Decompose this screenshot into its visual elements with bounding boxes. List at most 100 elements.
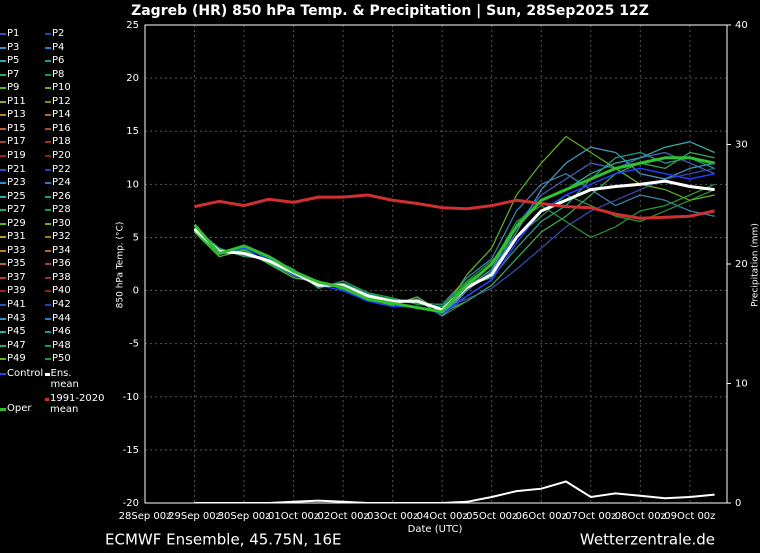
legend-item: P15 bbox=[0, 123, 45, 134]
legend-marker bbox=[45, 46, 51, 49]
legend-item: P24 bbox=[45, 177, 90, 188]
x-tick-label: 06Oct 00z bbox=[516, 511, 567, 522]
legend-item: P50 bbox=[45, 353, 90, 364]
series-line bbox=[194, 193, 715, 220]
legend-marker bbox=[0, 87, 6, 90]
legend-marker bbox=[45, 33, 51, 35]
footer-right: Wetterzentrale.de bbox=[580, 531, 715, 549]
legend-marker bbox=[45, 398, 49, 401]
footer-left: ECMWF Ensemble, 45.75N, 16E bbox=[105, 531, 341, 549]
legend-item: P37 bbox=[0, 272, 45, 283]
legend-item: P44 bbox=[45, 313, 90, 324]
legend-label: P29 bbox=[7, 217, 26, 229]
legend-label: P46 bbox=[52, 326, 71, 338]
legend-label: P4 bbox=[52, 41, 65, 53]
y2-axis-label: Precipitation (mm) bbox=[751, 223, 760, 307]
legend-label: P16 bbox=[52, 122, 71, 134]
legend-label: P20 bbox=[52, 149, 71, 161]
legend-item: P1 bbox=[0, 28, 45, 39]
legend-label: P13 bbox=[7, 109, 26, 121]
legend-label: P6 bbox=[52, 55, 65, 67]
legend-label: P14 bbox=[52, 109, 71, 121]
legend-item: P17 bbox=[0, 136, 45, 147]
legend-marker bbox=[45, 373, 50, 376]
legend-item: P34 bbox=[45, 245, 90, 256]
legend-label: P5 bbox=[7, 55, 20, 67]
legend-item: P42 bbox=[45, 299, 90, 310]
legend-item: Ens. mean bbox=[45, 368, 90, 390]
legend-marker bbox=[45, 290, 51, 293]
legend-marker bbox=[45, 209, 51, 212]
legend-item: P43 bbox=[0, 313, 45, 324]
legend-item: P2 bbox=[45, 28, 90, 39]
y-tick-label: 20 bbox=[126, 73, 139, 84]
legend-marker bbox=[0, 317, 6, 320]
legend-item: P28 bbox=[45, 204, 90, 215]
legend-marker bbox=[0, 209, 6, 212]
legend-label: P45 bbox=[7, 326, 26, 338]
x-tick-label: 29Sep 00z bbox=[168, 511, 221, 522]
y-tick-label: 5 bbox=[133, 232, 139, 243]
legend-label: P25 bbox=[7, 190, 26, 202]
legend-item: P12 bbox=[45, 96, 90, 107]
legend-marker bbox=[0, 263, 6, 266]
legend-label: P21 bbox=[7, 163, 26, 175]
legend-item: P29 bbox=[0, 218, 45, 229]
x-tick-label: 01Oct 00z bbox=[268, 511, 319, 522]
legend-marker bbox=[0, 114, 6, 117]
legend-label: P24 bbox=[52, 177, 71, 189]
legend-marker bbox=[0, 168, 6, 171]
legend-item: P41 bbox=[0, 299, 45, 310]
legend-item: P16 bbox=[45, 123, 90, 134]
x-tick-label: 08Oct 00z bbox=[615, 511, 666, 522]
x-tick-label: 05Oct 00z bbox=[466, 511, 517, 522]
legend-marker bbox=[0, 195, 6, 198]
legend-marker bbox=[45, 344, 51, 347]
series-line bbox=[193, 156, 715, 314]
legend-label: P15 bbox=[7, 122, 26, 134]
y2-tick-label: 30 bbox=[735, 140, 748, 151]
precip-line bbox=[194, 480, 715, 503]
legend-marker bbox=[45, 182, 51, 185]
legend-label: P33 bbox=[7, 244, 26, 256]
legend-item: P23 bbox=[0, 177, 45, 188]
legend-label: P18 bbox=[52, 136, 71, 148]
legend-label: P34 bbox=[52, 244, 71, 256]
legend-item: P3 bbox=[0, 42, 45, 53]
legend-marker bbox=[0, 358, 6, 361]
legend-marker bbox=[45, 236, 51, 239]
legend-marker bbox=[0, 236, 6, 239]
legend-label: Control bbox=[7, 368, 44, 379]
legend-item: P39 bbox=[0, 285, 45, 296]
legend-marker bbox=[45, 114, 51, 117]
legend-item: P38 bbox=[45, 272, 90, 283]
legend-label: P30 bbox=[52, 217, 71, 229]
legend-item: P21 bbox=[0, 164, 45, 175]
y-tick-label: -15 bbox=[123, 445, 139, 456]
legend-marker bbox=[0, 100, 6, 103]
x-tick-label: 07Oct 00z bbox=[565, 511, 616, 522]
legend-marker bbox=[45, 73, 51, 76]
legend-label: P32 bbox=[52, 231, 71, 243]
legend-marker bbox=[45, 304, 51, 306]
legend-item: P33 bbox=[0, 245, 45, 256]
x-tick-label: 09Oct 00z bbox=[664, 511, 715, 522]
legend-label: P43 bbox=[7, 312, 26, 324]
legend-item: P26 bbox=[45, 191, 90, 202]
legend-label: P49 bbox=[7, 353, 26, 365]
x-axis-label: Date (UTC) bbox=[408, 524, 463, 535]
legend-label: P28 bbox=[52, 204, 71, 216]
legend-item: P11 bbox=[0, 96, 45, 107]
legend-marker bbox=[0, 249, 6, 252]
y-tick-label: 0 bbox=[133, 286, 139, 297]
legend-label: P19 bbox=[7, 149, 26, 161]
legend-marker bbox=[45, 317, 51, 320]
chart-title: Zagreb (HR) 850 hPa Temp. & Precipitatio… bbox=[131, 3, 649, 19]
x-tick-label: 02Oct 00z bbox=[318, 511, 369, 522]
legend-label: 1991-2020 mean bbox=[49, 393, 105, 415]
x-tick-label: 30Sep 00z bbox=[218, 511, 271, 522]
legend-item: P18 bbox=[45, 136, 90, 147]
x-tick-label: 28Sep 00z bbox=[119, 511, 172, 522]
